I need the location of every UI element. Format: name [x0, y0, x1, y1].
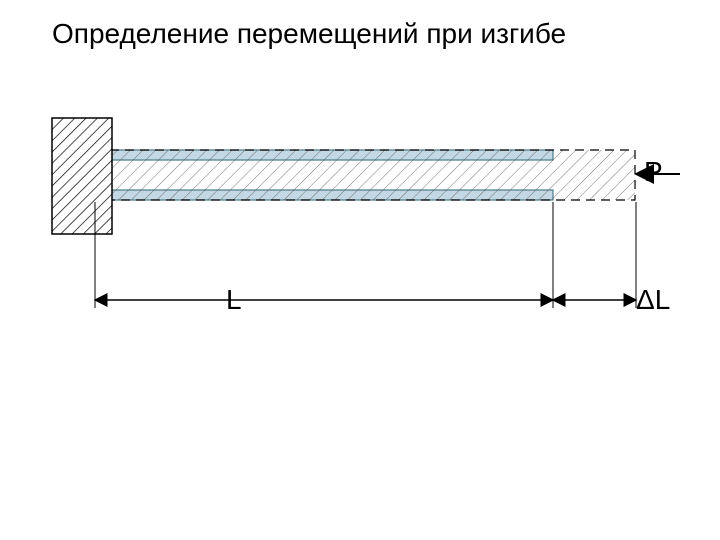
diagram-canvas: Определение перемещений при изгибе P L Δ…: [0, 0, 720, 540]
diagram-svg: [0, 0, 720, 540]
